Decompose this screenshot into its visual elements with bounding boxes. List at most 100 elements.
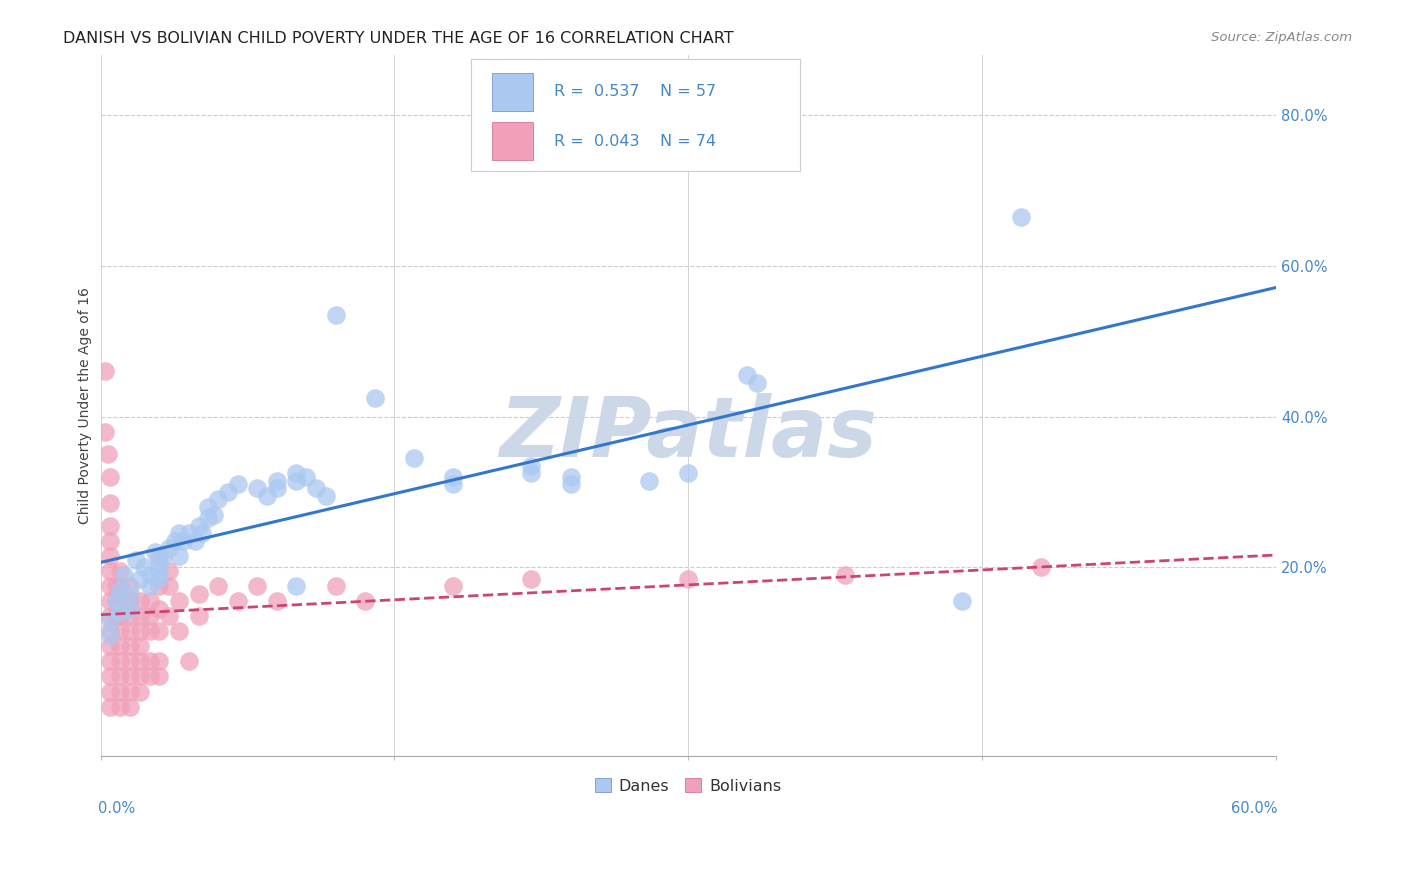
Point [207,579,229,593]
Text: 60.0%: 60.0% [1232,801,1278,815]
Point [100,549,122,563]
Point [285,474,308,488]
Bar [492,121,533,161]
Point [100,640,122,654]
Point [100,699,122,714]
Point [246,579,269,593]
Point [676,572,699,586]
Text: R =  0.043    N = 74: R = 0.043 N = 74 [554,134,716,149]
Point [207,492,229,507]
Point [145,545,167,559]
Point [560,477,582,491]
Point [138,624,160,639]
FancyBboxPatch shape [471,59,800,170]
Point [108,624,131,639]
Point [950,594,973,608]
Point [100,533,122,548]
Point [100,564,122,578]
Point [217,485,239,500]
Point [138,654,160,668]
Point [105,609,128,624]
Point [172,533,194,548]
Point [108,699,131,714]
Point [100,628,122,642]
Point [128,624,150,639]
Legend: Danes, Bolivians: Danes, Bolivians [588,772,787,800]
Point [100,684,122,698]
Point [148,557,170,571]
Point [285,466,308,480]
Point [226,594,249,608]
Point [167,526,190,541]
Point [128,654,150,668]
Point [157,564,180,578]
Point [256,489,278,503]
Point [157,579,180,593]
Point [520,458,543,473]
Y-axis label: Child Poverty Under the Age of 16: Child Poverty Under the Age of 16 [79,287,93,524]
Point [148,564,170,578]
Point [325,579,347,593]
Point [138,609,160,624]
Point [191,526,214,541]
Point [325,308,347,322]
Point [148,624,170,639]
Point [1029,560,1052,574]
Point [100,669,122,683]
Point [834,567,856,582]
Point [118,624,141,639]
Point [108,579,131,593]
Point [100,519,122,533]
Point [128,572,150,586]
Point [305,481,328,495]
Point [441,470,464,484]
Point [167,624,190,639]
Point [138,567,160,582]
Point [108,564,131,578]
Point [138,594,160,608]
Point [187,519,209,533]
Point [402,451,425,466]
Point [167,594,190,608]
Point [118,684,141,698]
Point [638,474,661,488]
Point [148,601,170,615]
Point [148,572,170,586]
Point [108,669,131,683]
Point [676,466,699,480]
Point [177,526,200,541]
Point [197,511,219,525]
Point [295,470,318,484]
Point [118,594,141,608]
Point [108,582,131,597]
Point [118,586,141,600]
Point [735,368,758,383]
Point [108,640,131,654]
Point [163,533,186,548]
Point [108,594,131,608]
Point [138,669,160,683]
Point [266,481,288,495]
Point [108,654,131,668]
Point [100,470,122,484]
Point [100,609,122,624]
Bar [492,72,533,112]
Point [266,474,288,488]
Point [128,594,150,608]
Point [105,594,128,608]
Point [128,640,150,654]
Point [100,496,122,510]
Point [112,567,135,582]
Point [441,477,464,491]
Text: DANISH VS BOLIVIAN CHILD POVERTY UNDER THE AGE OF 16 CORRELATION CHART: DANISH VS BOLIVIAN CHILD POVERTY UNDER T… [63,31,734,46]
Point [118,699,141,714]
Point [560,470,582,484]
Point [183,533,205,548]
Point [152,549,174,563]
Point [138,579,160,593]
Point [128,669,150,683]
Point [125,553,148,567]
Point [128,684,150,698]
Point [100,579,122,593]
Point [148,579,170,593]
